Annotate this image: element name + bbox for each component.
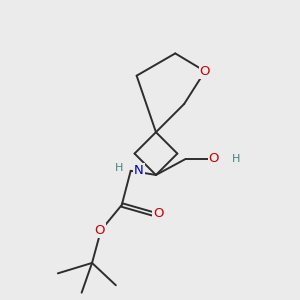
Text: N: N bbox=[134, 164, 144, 177]
Text: O: O bbox=[94, 224, 105, 237]
Text: H: H bbox=[232, 154, 240, 164]
Text: H: H bbox=[115, 163, 123, 173]
Text: O: O bbox=[209, 152, 219, 165]
Text: O: O bbox=[153, 207, 164, 220]
Text: O: O bbox=[200, 65, 210, 78]
